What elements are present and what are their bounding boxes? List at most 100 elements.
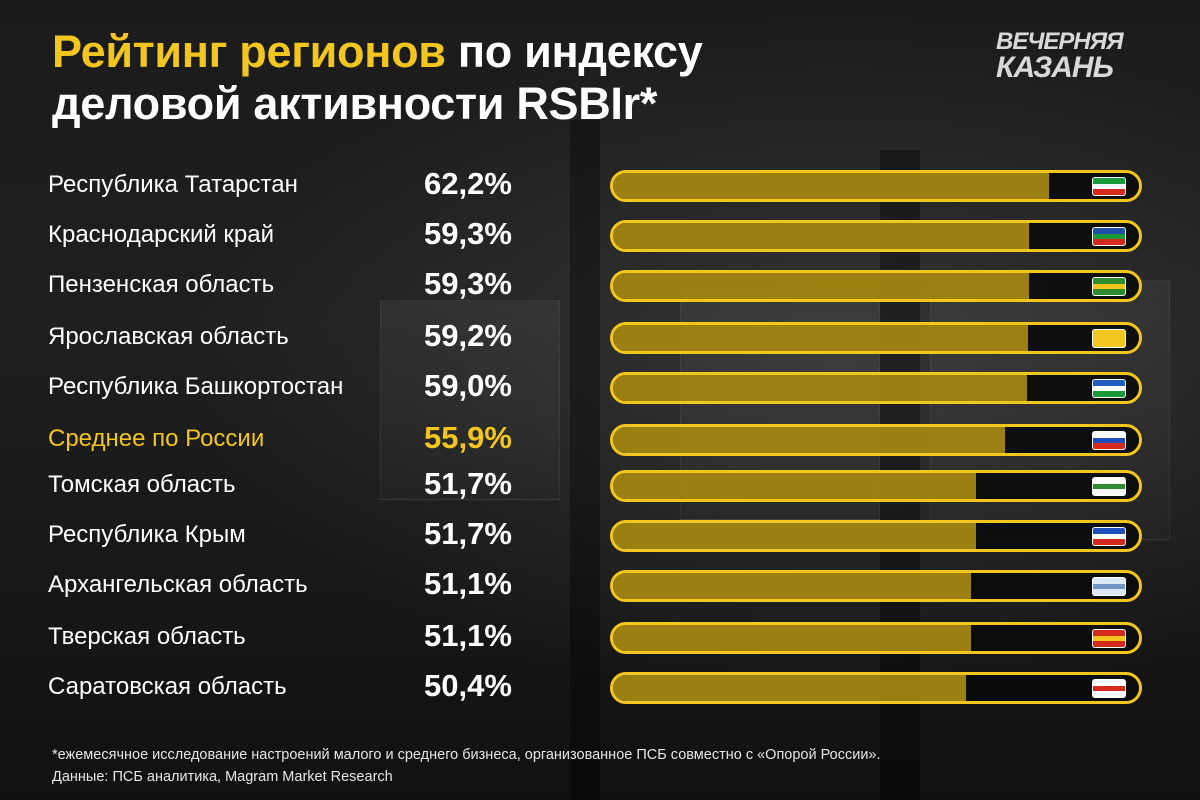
bar-fill: [613, 675, 967, 701]
bar-fill: [613, 273, 1029, 299]
bar-fill: [613, 325, 1029, 351]
footnote: *ежемесячное исследование настроений мал…: [52, 744, 881, 788]
chart-row: Архангельская область 51,1%: [0, 560, 1200, 610]
region-label: Томская область: [48, 471, 236, 498]
flag-stripe: [1093, 539, 1125, 545]
logo-line-1: Вечерняя: [996, 28, 1124, 55]
flag-stripe: [1093, 680, 1125, 686]
logo-line-2: Казань: [996, 51, 1114, 84]
flag-stripe: [1093, 289, 1125, 295]
crimea-flag-icon: [1092, 527, 1126, 546]
bar-track: [610, 322, 1142, 354]
chart-row: Краснодарский край 59,3%: [0, 210, 1200, 260]
bar-track: [610, 170, 1142, 202]
region-label: Ярославская область: [48, 323, 289, 350]
flag-stripe: [1093, 578, 1125, 584]
flag-stripe: [1093, 691, 1125, 697]
value-label: 59,3%: [424, 216, 512, 251]
bar-track: [610, 622, 1142, 654]
bar-track: [610, 220, 1142, 252]
flag-stripe: [1093, 278, 1125, 284]
bar-fill: [613, 573, 972, 599]
bar-track: [610, 470, 1142, 502]
region-label: Республика Башкортостан: [48, 373, 344, 400]
bar-fill: [613, 223, 1029, 249]
flag-stripe: [1093, 330, 1125, 336]
chart-row: Республика Башкортостан 59,0%: [0, 362, 1200, 412]
bar-track: [610, 672, 1142, 704]
vechernyaya-kazan-logo: Вечерняя Казань: [996, 28, 1144, 84]
flag-stripe: [1093, 528, 1125, 534]
title-highlight: Рейтинг регионов: [52, 26, 446, 77]
value-label: 51,7%: [424, 516, 512, 551]
value-label: 51,1%: [424, 618, 512, 653]
chart-row: Саратовская область 50,4%: [0, 662, 1200, 712]
flag-stripe: [1093, 443, 1125, 449]
value-label: 51,7%: [424, 466, 512, 501]
flag-stripe: [1093, 391, 1125, 397]
bar-fill: [613, 173, 1050, 199]
bar-fill: [613, 523, 976, 549]
flag-stripe: [1093, 641, 1125, 647]
chart-row: Республика Крым 51,7%: [0, 510, 1200, 560]
bar-track: [610, 424, 1142, 456]
flag-stripe: [1093, 380, 1125, 386]
region-label: Саратовская область: [48, 673, 287, 700]
bar-track: [610, 570, 1142, 602]
chart-row: Тверская область 51,1%: [0, 612, 1200, 662]
value-label: 55,9%: [424, 420, 512, 455]
flag-stripe: [1093, 228, 1125, 234]
flag-stripe: [1093, 183, 1125, 190]
krasnodar-flag-icon: [1092, 227, 1126, 246]
tver-flag-icon: [1092, 629, 1126, 648]
bar-track: [610, 520, 1142, 552]
flag-stripe: [1093, 385, 1125, 392]
bashkortostan-flag-icon: [1092, 379, 1126, 398]
region-label: Пензенская область: [48, 271, 275, 298]
penza-flag-icon: [1092, 277, 1126, 296]
bar-fill: [613, 427, 1006, 453]
region-label: Республика Крым: [48, 521, 246, 548]
chart-row: Пензенская область 59,3%: [0, 260, 1200, 310]
chart-row: Томская область 51,7%: [0, 460, 1200, 510]
flag-stripe: [1093, 583, 1125, 590]
title-rest: по индексу: [445, 26, 703, 77]
region-label: Краснодарский край: [48, 221, 275, 248]
value-label: 62,2%: [424, 166, 512, 201]
flag-stripe: [1093, 533, 1125, 540]
value-label: 59,3%: [424, 266, 512, 301]
flag-stripe: [1093, 189, 1125, 195]
value-label: 59,0%: [424, 368, 512, 403]
value-label: 51,1%: [424, 566, 512, 601]
flag-stripe: [1093, 239, 1125, 245]
flag-stripe: [1093, 685, 1125, 692]
flag-stripe: [1093, 489, 1125, 495]
bar-fill: [613, 375, 1027, 401]
flag-stripe: [1093, 233, 1125, 240]
flag-stripe: [1093, 589, 1125, 595]
footnote-source: Данные: ПСБ аналитика, Magram Market Res…: [52, 769, 393, 785]
flag-stripe: [1093, 630, 1125, 636]
value-label: 50,4%: [424, 668, 512, 703]
saratov-flag-icon: [1092, 679, 1126, 698]
page-title: Рейтинг регионов по индексу деловой акти…: [52, 26, 872, 130]
bar-fill: [613, 625, 972, 651]
footnote-line-1: *ежемесячное исследование настроений мал…: [52, 747, 881, 763]
chart-row: Среднее по России 55,9%: [0, 414, 1200, 464]
title-line-2: деловой активности RSBIr*: [52, 78, 658, 129]
bar-fill: [613, 473, 976, 499]
tatarstan-flag-icon: [1092, 177, 1126, 196]
value-label: 59,2%: [424, 318, 512, 353]
flag-stripe: [1093, 341, 1125, 347]
chart-row: Ярославская область 59,2%: [0, 312, 1200, 362]
bar-track: [610, 270, 1142, 302]
flag-stripe: [1093, 635, 1125, 642]
flag-stripe: [1093, 437, 1125, 444]
tomsk-flag-icon: [1092, 477, 1126, 496]
flag-stripe: [1093, 432, 1125, 438]
flag-stripe: [1093, 483, 1125, 490]
yaroslavl-flag-icon: [1092, 329, 1126, 348]
flag-stripe: [1093, 283, 1125, 290]
flag-stripe: [1093, 478, 1125, 484]
